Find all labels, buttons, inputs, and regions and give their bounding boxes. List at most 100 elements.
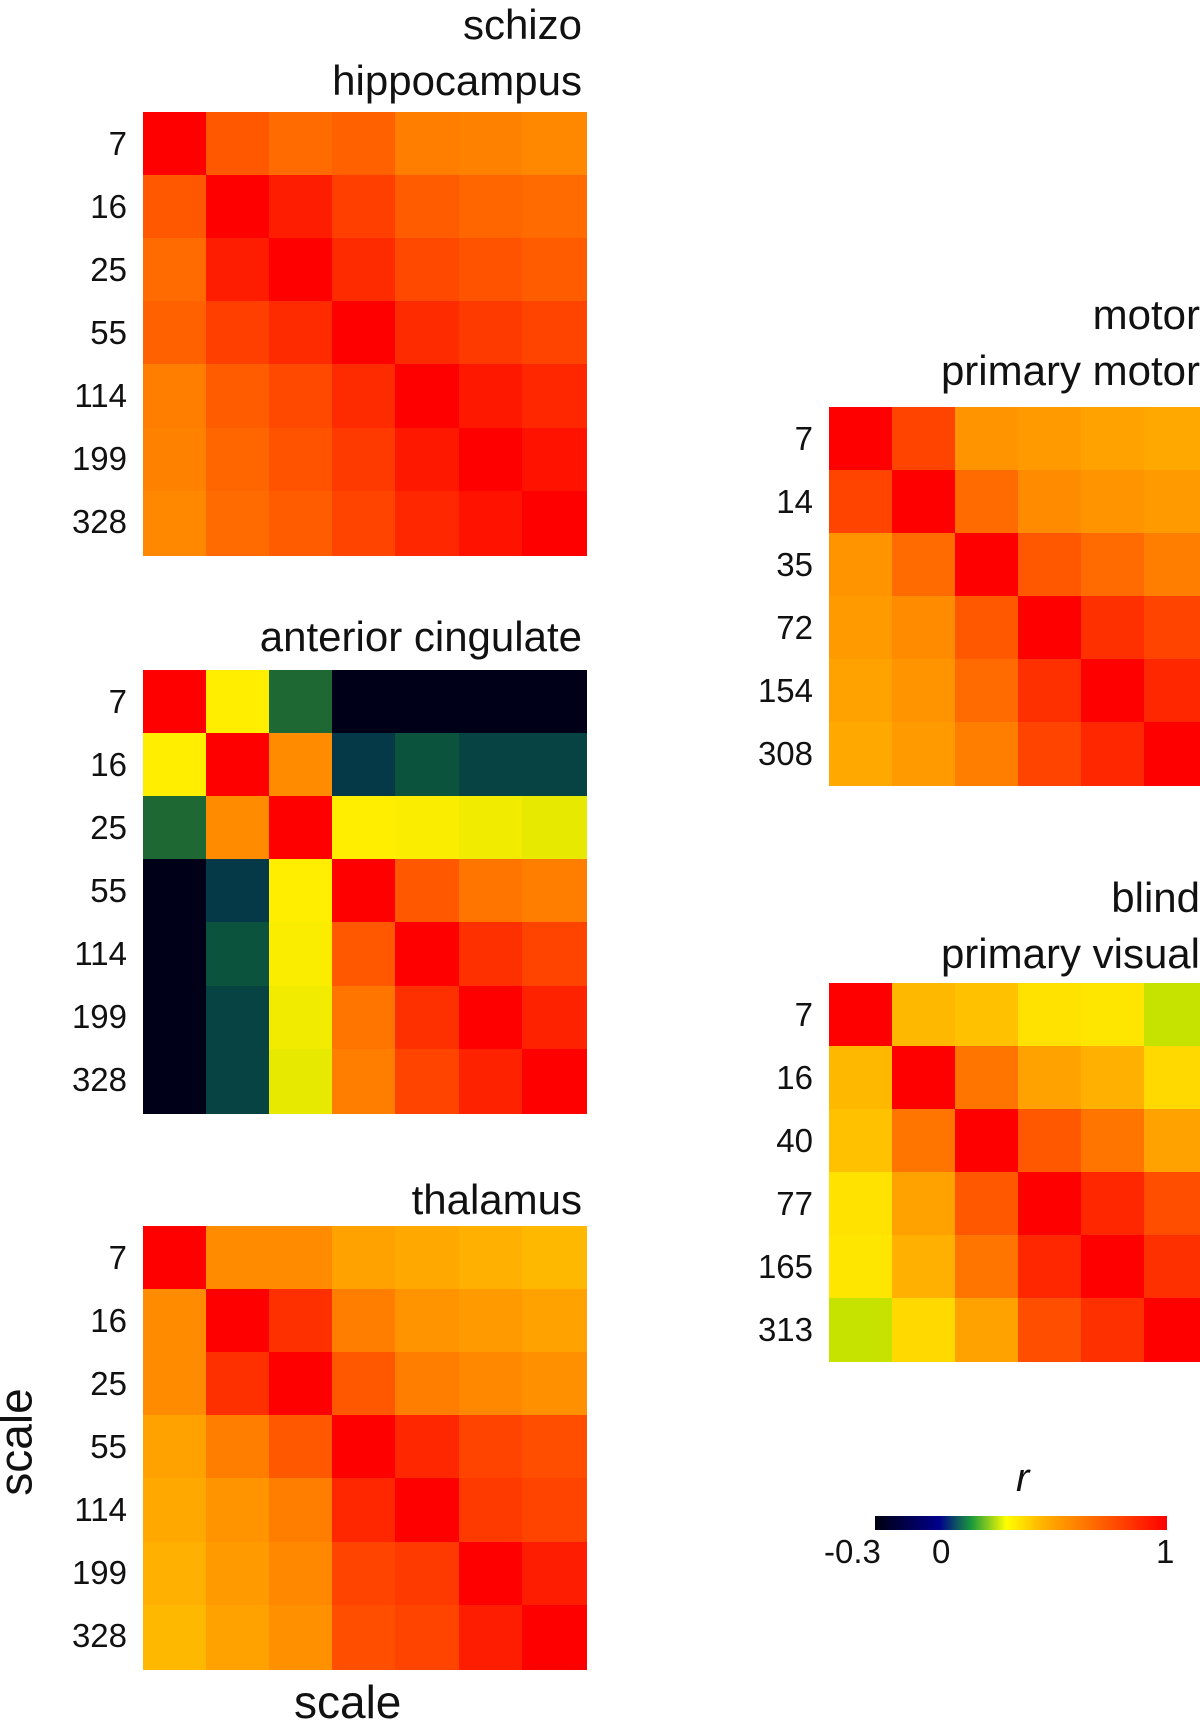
heatmap-cell <box>395 1289 461 1355</box>
heatmap-cell <box>1144 1298 1200 1362</box>
heatmap-cell <box>395 733 461 799</box>
heatmap-cell <box>1144 983 1200 1047</box>
heatmap-cell <box>206 490 272 556</box>
heatmap-cell <box>143 238 208 304</box>
panel-title: hippocampus <box>332 57 582 104</box>
heatmap-cell <box>829 1109 893 1173</box>
heatmap-cell <box>143 670 208 735</box>
heatmap-cell <box>458 922 524 988</box>
heatmap-cell <box>269 733 335 799</box>
heatmap-cell <box>1018 722 1082 786</box>
heatmap-cell <box>829 407 893 471</box>
heatmap-cell <box>829 596 893 660</box>
heatmap-cell <box>521 490 587 556</box>
heatmap-cell <box>1081 596 1145 660</box>
y-tick-label: 25 <box>90 250 127 288</box>
heatmap-cell <box>955 1172 1019 1236</box>
y-tick-label: 14 <box>776 482 813 520</box>
y-tick-label: 55 <box>90 871 127 909</box>
heatmap-cell <box>458 427 524 493</box>
panel-title: primary visual <box>940 930 1200 977</box>
heatmap-cell <box>395 796 461 862</box>
heatmap-cell <box>1081 1046 1145 1110</box>
heatmap-cell <box>269 1289 335 1355</box>
y-tick-label: 328 <box>71 1617 127 1655</box>
heatmap-cell <box>269 112 335 177</box>
y-tick-label: 7 <box>108 682 127 720</box>
heatmap-cell <box>143 301 208 367</box>
heatmap-cell <box>955 1235 1019 1299</box>
heatmap-cell <box>395 1048 461 1114</box>
heatmap-cell <box>1081 1109 1145 1173</box>
heatmap-cell <box>332 733 398 799</box>
heatmap-cell <box>1144 1172 1200 1236</box>
heatmap-cell <box>892 1235 956 1299</box>
heatmap-cell <box>892 983 956 1047</box>
heatmap-cell <box>143 1226 208 1291</box>
heatmap-cell <box>269 1478 335 1544</box>
heatmap-cell <box>395 427 461 493</box>
heatmap-cell <box>521 175 587 241</box>
heatmap-cell <box>1081 407 1145 471</box>
heatmap-cell <box>955 470 1019 534</box>
heatmap-cell <box>1018 1235 1082 1299</box>
heatmap-cell <box>332 1289 398 1355</box>
heatmap-cell <box>332 490 398 556</box>
heatmap-cell <box>1018 1109 1082 1173</box>
heatmap-cell <box>521 364 587 430</box>
heatmap-cell <box>1144 1046 1200 1110</box>
heatmap-cell <box>955 983 1019 1047</box>
heatmap-cell <box>521 112 587 177</box>
heatmap-cell <box>1081 1172 1145 1236</box>
heatmap-cell <box>892 722 956 786</box>
heatmap-cell <box>206 301 272 367</box>
heatmap-cell <box>458 859 524 925</box>
heatmap-cell <box>206 796 272 862</box>
heatmap-cell <box>458 1604 524 1670</box>
heatmap-cell <box>395 670 461 735</box>
heatmap-cell <box>395 301 461 367</box>
y-tick-label: 313 <box>757 1310 813 1348</box>
heatmap-cell <box>892 659 956 723</box>
heatmap-cell <box>269 1352 335 1418</box>
heatmap-cell <box>332 1604 398 1670</box>
heatmap-cell <box>269 670 335 735</box>
heatmap-cell <box>206 175 272 241</box>
panel-title: blind <box>1111 874 1200 921</box>
heatmap-cell <box>143 733 208 799</box>
heatmap-cell <box>1081 983 1145 1047</box>
heatmap-cell <box>269 1541 335 1607</box>
panel-title: anterior cingulate <box>259 613 582 660</box>
heatmap-cell <box>521 1478 587 1544</box>
heatmap-cell <box>206 1541 272 1607</box>
colorbar-tick-min: -0.3 <box>824 1533 881 1570</box>
colorbar-tick-max: 1 <box>1156 1533 1175 1570</box>
heatmap-cell <box>521 985 587 1051</box>
heatmap-cell <box>521 922 587 988</box>
heatmap-cell <box>458 796 524 862</box>
heatmap-cell <box>892 1046 956 1110</box>
heatmap-cell <box>521 301 587 367</box>
heatmap-cell <box>521 1415 587 1481</box>
y-tick-label: 7 <box>108 1238 127 1276</box>
heatmap-cell <box>332 922 398 988</box>
y-tick-label: 16 <box>776 1058 813 1096</box>
heatmap-cell <box>143 1048 208 1114</box>
heatmap-cell <box>143 1352 208 1418</box>
heatmap-cell <box>1144 659 1200 723</box>
y-tick-label: 55 <box>90 313 127 351</box>
y-tick-label: 199 <box>71 1554 127 1592</box>
y-tick-label: 7 <box>794 995 813 1033</box>
heatmap-cell <box>206 1226 272 1291</box>
heatmap-cell <box>829 1046 893 1110</box>
heatmap-cell <box>143 364 208 430</box>
heatmap-cell <box>955 1298 1019 1362</box>
heatmap-cell <box>458 1541 524 1607</box>
heatmap-cell <box>206 733 272 799</box>
heatmap-cell <box>143 796 208 862</box>
heatmap-cell <box>332 1541 398 1607</box>
heatmap-cell <box>332 238 398 304</box>
heatmap-cell <box>332 1048 398 1114</box>
x-axis-label: scale <box>294 1676 402 1728</box>
heatmap-cell <box>269 490 335 556</box>
